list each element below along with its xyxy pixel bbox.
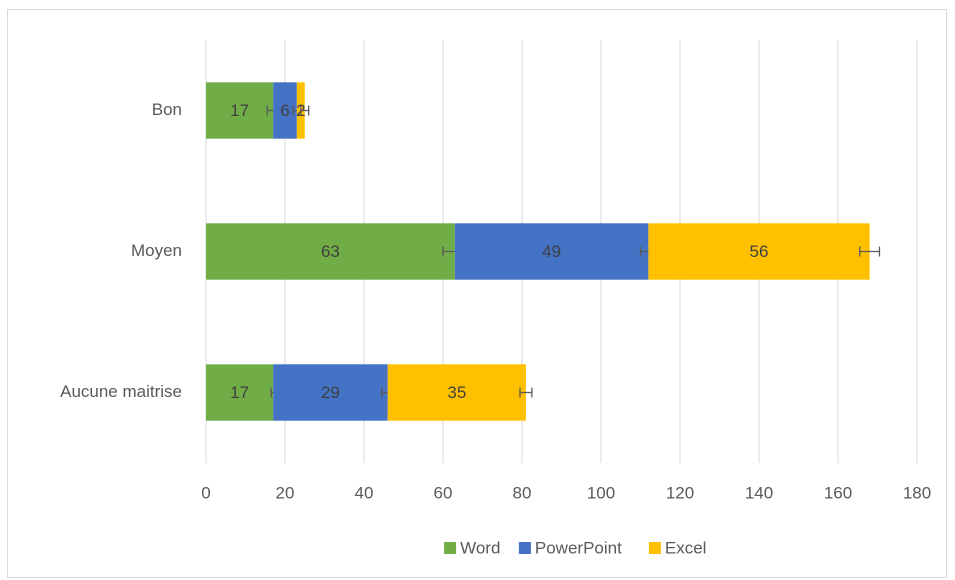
legend-swatch [518, 542, 531, 554]
bar-segment [273, 82, 297, 139]
legend-swatch [444, 542, 457, 554]
legend-swatch [648, 542, 661, 554]
x-tick-label: 20 [276, 483, 295, 502]
y-tick-label: Moyen [131, 241, 182, 260]
y-tick-label: Aucune maitrise [60, 382, 182, 401]
y-tick-label: Bon [152, 100, 182, 119]
bar-segment [387, 364, 526, 421]
data-label: 35 [447, 383, 466, 402]
error-bar [300, 105, 310, 116]
chart-border [7, 9, 947, 578]
bar-segment [206, 364, 274, 421]
x-tick-label: 180 [903, 483, 931, 502]
data-label: 29 [321, 383, 340, 402]
x-tick-label: 120 [666, 483, 694, 502]
data-label: 63 [321, 242, 340, 261]
data-label: 17 [230, 101, 249, 120]
legend-label: PowerPoint [535, 538, 622, 557]
data-label: 17 [230, 383, 249, 402]
data-label: 56 [750, 242, 769, 261]
x-tick-label: 160 [824, 483, 852, 502]
x-tick-label: 140 [745, 483, 773, 502]
bar-segment [273, 364, 388, 421]
legend-label: Excel [665, 538, 707, 557]
data-label: 6 [280, 101, 289, 120]
bar-segment [206, 82, 274, 139]
error-bar [519, 387, 533, 398]
data-label: 49 [542, 242, 561, 261]
x-tick-label: 60 [434, 483, 453, 502]
x-tick-label: 100 [587, 483, 615, 502]
x-tick-label: 0 [201, 483, 210, 502]
legend-label: Word [460, 538, 500, 557]
x-tick-label: 40 [355, 483, 374, 502]
bar-segment [454, 223, 649, 280]
error-bar [859, 246, 881, 257]
bar-segment [206, 223, 455, 280]
x-tick-label: 80 [513, 483, 532, 502]
bar-segment [648, 223, 870, 280]
